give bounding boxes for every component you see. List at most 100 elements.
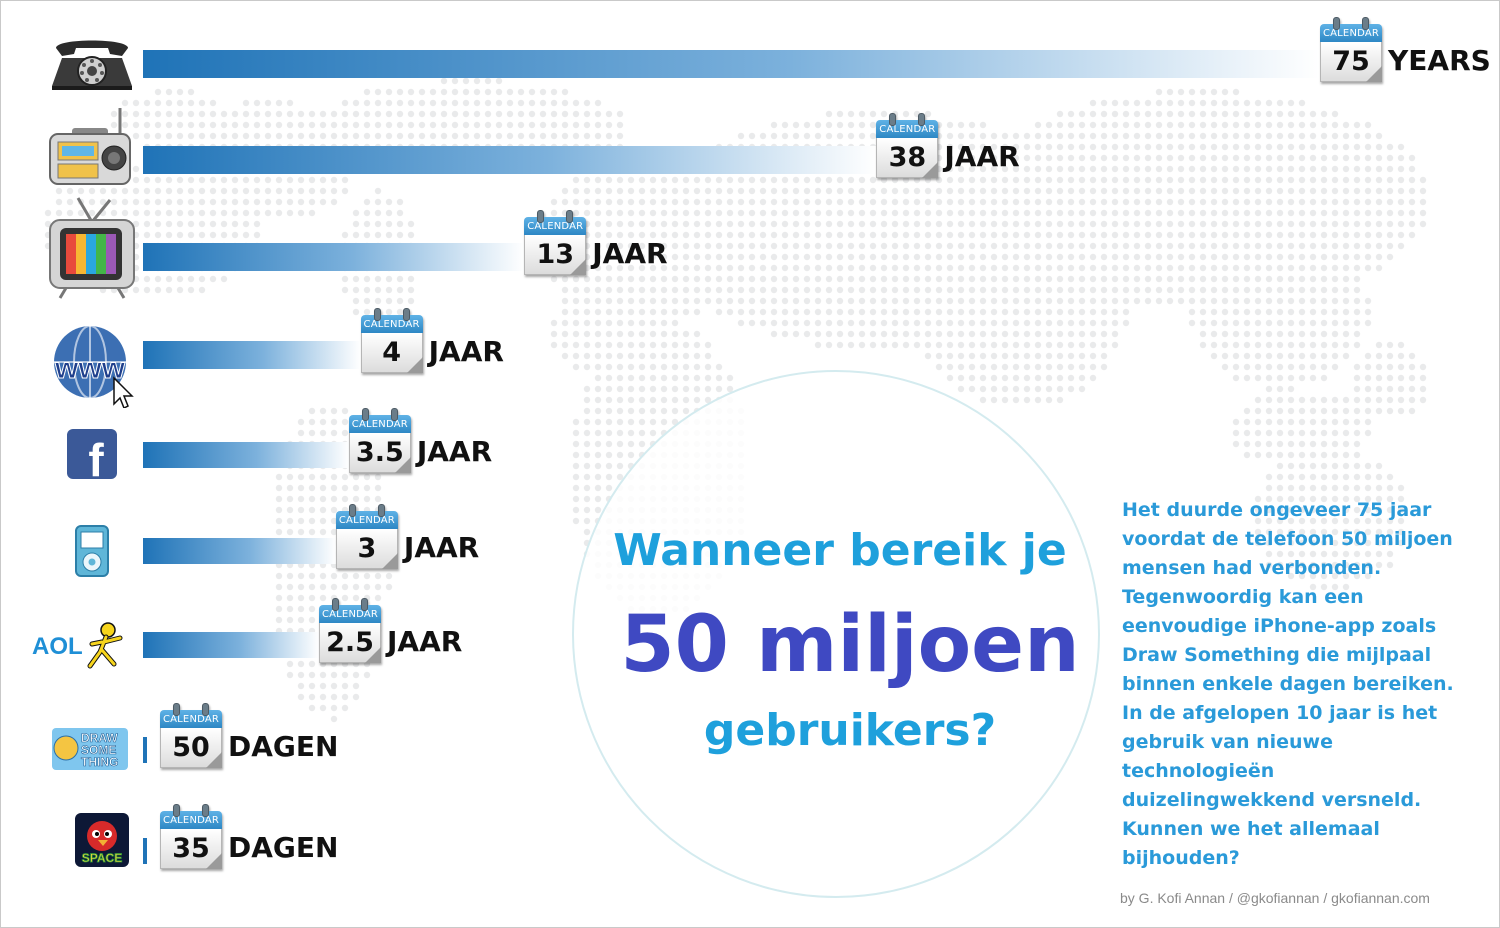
- bar-ipod: [143, 538, 336, 564]
- radio-icon: [48, 106, 132, 186]
- calendar-icon: CALENDAR 4: [360, 308, 423, 373]
- calendar-label: CALENDAR: [348, 415, 411, 433]
- calendar-ring: [348, 504, 356, 517]
- page-curl: [1366, 66, 1382, 82]
- headline-line3: gebruikers?: [703, 705, 997, 756]
- description-line: duizelingwekkend versneld.: [1122, 789, 1422, 811]
- value-label: 50: [160, 728, 222, 768]
- calendar-icon: CALENDAR 75: [1320, 17, 1382, 82]
- value-label: 2.5: [319, 623, 381, 663]
- description-line: Het duurde ongeveer 75 jaar: [1122, 499, 1432, 521]
- description-line: binnen enkele dagen bereiken.: [1122, 673, 1454, 695]
- facebook-letter: f: [88, 434, 104, 480]
- angry-birds-space-icon: SPACE: [74, 812, 130, 868]
- bar-draw-something: [143, 737, 147, 763]
- calendar-label: CALENDAR: [335, 511, 398, 529]
- headline-circle: [572, 370, 1100, 898]
- bar-aol: [143, 632, 319, 658]
- calendar-ring: [390, 408, 398, 421]
- value-label: 3.5: [348, 433, 411, 473]
- bar-internet: [143, 341, 361, 369]
- calendar-ring: [402, 308, 410, 321]
- facebook-icon: f: [66, 428, 118, 480]
- description-line: gebruik van nieuwe: [1122, 731, 1333, 753]
- description: Het duurde ongeveer 75 jaar voordat de te…: [1122, 496, 1462, 873]
- headline-line1: Wanneer bereik je: [613, 525, 1067, 576]
- description-line: technologieën: [1122, 760, 1275, 782]
- bar-angry-birds-space: [143, 838, 147, 864]
- unit-label: DAGEN: [228, 831, 339, 864]
- calendar-ring: [173, 703, 180, 716]
- calendar-icon: CALENDAR 3.5: [348, 408, 411, 473]
- calendar-ring: [361, 598, 368, 611]
- calendar-ring: [377, 504, 385, 517]
- page-curl: [206, 752, 222, 768]
- television-icon: [48, 196, 136, 300]
- calendar-ring: [173, 804, 180, 817]
- description-line: bijhouden?: [1122, 847, 1240, 869]
- unit-label: JAAR: [387, 625, 463, 658]
- bar-radio: [143, 146, 877, 174]
- aol-text: AOL: [32, 633, 83, 660]
- description-line: voordat de telefoon 50 miljoen: [1122, 528, 1453, 550]
- page-curl: [365, 647, 381, 663]
- calendar-icon: CALENDAR 38: [876, 113, 939, 178]
- aol-icon: AOL: [30, 620, 130, 670]
- page-curl: [570, 259, 587, 275]
- page-curl: [406, 357, 423, 373]
- calendar-ring: [1362, 17, 1369, 30]
- bar-television: [143, 243, 525, 271]
- description-line: Kunnen we het allemaal: [1122, 818, 1380, 840]
- credit-line: by G. Kofi Annan / @gkofiannan / gkofian…: [1120, 890, 1430, 906]
- calendar-label: CALENDAR: [160, 710, 222, 728]
- calendar-label: CALENDAR: [160, 811, 222, 829]
- calendar-icon: CALENDAR 35: [160, 804, 222, 869]
- unit-label: DAGEN: [228, 730, 339, 763]
- headline-number: 50 miljoen: [620, 600, 1080, 690]
- unit-label: JAAR: [428, 335, 504, 368]
- ipod-icon: [74, 524, 110, 578]
- telephone-icon: [48, 34, 136, 92]
- draw-something-text-1: DRAW: [81, 731, 118, 745]
- calendar-label: CALENDAR: [876, 120, 939, 138]
- bar-facebook: [143, 442, 349, 468]
- description-line: eenvoudige iPhone-app zoals: [1122, 615, 1437, 637]
- calendar-icon: CALENDAR 13: [524, 210, 587, 275]
- page-curl: [394, 457, 411, 473]
- description-line: In de afgelopen 10 jaar is het: [1122, 702, 1438, 724]
- description-line: Draw Something die mijlpaal: [1122, 644, 1432, 666]
- unit-label: JAAR: [592, 237, 668, 270]
- calendar-ring: [537, 210, 545, 223]
- draw-something-text-2: SOME: [81, 743, 116, 757]
- calendar-ring: [373, 308, 381, 321]
- description-line: mensen had verbonden.: [1122, 557, 1382, 579]
- calendar-icon: CALENDAR 2.5: [319, 598, 381, 663]
- unit-label: YEARS: [1388, 44, 1491, 77]
- calendar-ring: [202, 703, 209, 716]
- description-line: Tegenwoordig kan een: [1122, 586, 1364, 608]
- unit-label: JAAR: [416, 435, 493, 468]
- calendar-ring: [332, 598, 339, 611]
- value-label: 35: [160, 829, 222, 869]
- calendar-ring: [889, 113, 897, 126]
- calendar-ring: [202, 804, 209, 817]
- draw-something-icon: DRAW SOME THING: [50, 726, 130, 772]
- calendar-ring: [918, 113, 926, 126]
- draw-something-text-3: THING: [81, 755, 118, 769]
- calendar-ring: [1333, 17, 1340, 30]
- calendar-icon: CALENDAR 50: [160, 703, 222, 768]
- calendar-icon: CALENDAR 3: [335, 504, 398, 569]
- space-text: SPACE: [82, 851, 122, 865]
- unit-label: JAAR: [944, 140, 1020, 173]
- calendar-ring: [361, 408, 369, 421]
- calendar-label: CALENDAR: [524, 217, 587, 235]
- value-label: 13: [524, 235, 587, 275]
- www-globe-icon: www: [44, 322, 136, 408]
- page-curl: [922, 162, 939, 178]
- calendar-ring: [566, 210, 574, 223]
- bar-telephone: [143, 50, 1320, 78]
- unit-label: JAAR: [403, 531, 480, 564]
- calendar-label: CALENDAR: [360, 315, 423, 333]
